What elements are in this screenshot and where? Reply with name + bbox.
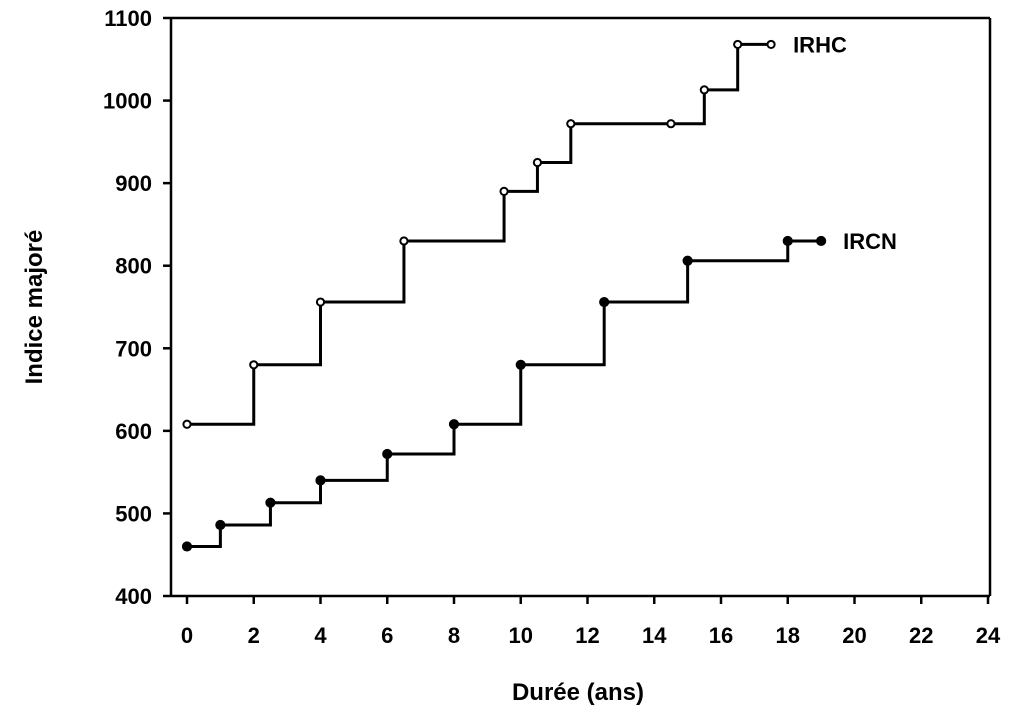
series-irhc: IRHC	[182, 32, 847, 429]
series-layer: IRHC IRCN	[181, 32, 897, 552]
data-point	[182, 419, 192, 429]
x-tick-label: 16	[709, 623, 733, 648]
y-tick-label: 900	[115, 171, 152, 196]
x-tick-label: 10	[509, 623, 533, 648]
data-point	[249, 360, 259, 370]
data-point	[448, 419, 460, 430]
data-point	[733, 39, 743, 50]
y-tick-label: 600	[115, 419, 152, 444]
series-label: IRCN	[843, 229, 897, 254]
data-point	[265, 497, 276, 508]
x-axis-ticks: 0 2 4 6 8 10 12 14 16 18 20 22 24	[181, 596, 1001, 648]
x-tick-label: 24	[976, 623, 1001, 648]
x-tick-label: 20	[842, 623, 866, 648]
x-tick-label: 4	[314, 623, 327, 648]
x-tick-label: 0	[181, 623, 193, 648]
data-point	[699, 85, 709, 95]
y-tick-label: 500	[115, 501, 152, 526]
plot-frame	[169, 16, 992, 598]
y-tick-label: 1000	[103, 89, 152, 114]
data-point	[499, 186, 509, 196]
y-tick-label: 700	[115, 336, 152, 361]
x-tick-label: 14	[642, 623, 667, 648]
data-point	[782, 235, 793, 247]
data-point	[315, 475, 326, 486]
x-tick-label: 12	[575, 623, 599, 648]
data-point	[666, 119, 676, 129]
series-line	[187, 42, 772, 426]
data-point	[566, 119, 576, 129]
x-tick-label: 6	[381, 623, 393, 648]
data-point	[682, 255, 693, 266]
y-tick-label: 400	[115, 584, 152, 609]
y-axis-title: Indice majoré	[21, 230, 48, 385]
series-label: IRHC	[793, 32, 847, 57]
y-axis-ticks: 400 500 600 700 800 900 1000 1100	[103, 6, 171, 609]
data-point	[382, 448, 393, 460]
x-axis-title: Durée (ans)	[512, 679, 644, 706]
series-line	[187, 239, 822, 548]
x-tick-label: 8	[448, 623, 460, 648]
data-point	[215, 519, 226, 531]
data-point	[399, 236, 409, 246]
data-point	[766, 39, 776, 50]
data-point	[599, 296, 610, 308]
x-tick-label: 22	[909, 623, 933, 648]
data-point	[515, 359, 526, 370]
y-tick-label: 800	[115, 254, 152, 279]
y-tick-label: 1100	[104, 6, 152, 31]
data-point	[532, 157, 543, 168]
series-ircn: IRCN	[181, 229, 897, 552]
data-point	[181, 541, 193, 552]
data-point	[315, 297, 326, 307]
x-tick-label: 2	[248, 623, 260, 648]
x-tick-label: 18	[776, 623, 800, 648]
data-point	[816, 235, 827, 247]
